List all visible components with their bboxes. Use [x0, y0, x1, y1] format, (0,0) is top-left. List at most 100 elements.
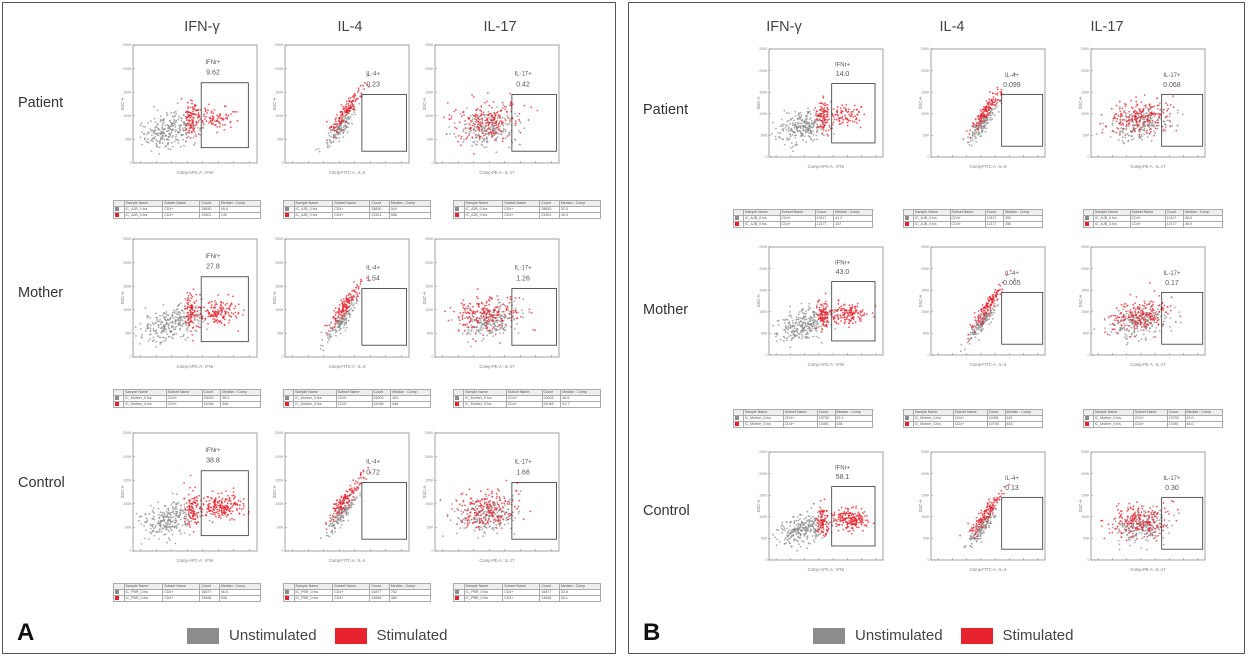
- event-point: [337, 507, 340, 509]
- event-point: [348, 109, 350, 112]
- event-point: [315, 148, 317, 151]
- event-point: [234, 305, 237, 308]
- event-point: [196, 318, 199, 321]
- event-point: [858, 119, 861, 122]
- event-point: [968, 143, 971, 146]
- event-point: [173, 526, 176, 529]
- event-point: [186, 291, 189, 294]
- event-point: [346, 506, 348, 509]
- event-point: [161, 135, 164, 137]
- event-point: [328, 324, 331, 327]
- event-point: [204, 317, 207, 320]
- event-point: [827, 108, 830, 111]
- event-point: [823, 121, 825, 124]
- event-point: [184, 522, 186, 524]
- event-point: [482, 517, 485, 519]
- event-point: [344, 114, 347, 117]
- event-point: [175, 508, 178, 510]
- event-point: [186, 519, 189, 521]
- event-point: [1137, 114, 1140, 117]
- event-point: [174, 130, 177, 133]
- event-point: [161, 142, 164, 145]
- event-point: [480, 514, 483, 516]
- x-axis-label: Comp-FITC-A : IL-4: [329, 558, 366, 563]
- event-point: [826, 111, 829, 114]
- event-point: [154, 524, 157, 527]
- event-point: [497, 126, 500, 128]
- event-point: [355, 489, 358, 492]
- event-point: [157, 513, 160, 516]
- event-point: [472, 96, 475, 98]
- event-point: [180, 309, 183, 312]
- event-point: [501, 319, 503, 322]
- event-point: [826, 119, 829, 121]
- event-point: [214, 123, 217, 126]
- event-point: [477, 537, 479, 539]
- event-point: [182, 512, 185, 515]
- event-point: [480, 143, 483, 146]
- event-point: [173, 120, 176, 123]
- event-point: [331, 518, 334, 520]
- event-point: [147, 340, 150, 342]
- event-point: [796, 130, 799, 132]
- table-cell: IC_Mother_0.fcs: [463, 401, 507, 408]
- column-header-il-4: IL-4: [939, 19, 965, 35]
- event-point: [342, 298, 345, 300]
- event-point: [202, 503, 205, 506]
- event-point: [196, 313, 199, 316]
- event-point: [815, 126, 818, 129]
- event-point: [165, 337, 168, 339]
- event-point: [134, 326, 137, 329]
- event-point: [342, 136, 345, 138]
- x-axis-label: Comp-FITC-A : IL-4: [329, 170, 366, 175]
- event-point: [497, 518, 500, 521]
- event-point: [232, 494, 235, 497]
- event-point: [499, 342, 501, 344]
- event-point: [782, 130, 785, 132]
- table-cell: 31048: [541, 401, 562, 408]
- event-point: [338, 322, 340, 324]
- event-point: [491, 121, 494, 124]
- event-point: [351, 499, 353, 501]
- event-point: [166, 130, 169, 132]
- event-point: [163, 138, 166, 141]
- event-point: [826, 115, 829, 118]
- event-point: [834, 113, 837, 116]
- y-tick-label: 150K: [275, 284, 284, 288]
- event-point: [499, 320, 502, 323]
- event-point: [465, 509, 467, 512]
- event-point: [973, 135, 976, 138]
- event-point: [504, 323, 507, 326]
- stimulated-swatch: [285, 596, 289, 601]
- event-point: [479, 521, 481, 524]
- event-point: [478, 528, 481, 531]
- table-cell: 54.1: [558, 595, 602, 602]
- event-point: [494, 503, 497, 505]
- event-point: [981, 120, 984, 122]
- event-point: [994, 92, 997, 95]
- event-point: [978, 133, 981, 136]
- event-point: [195, 505, 198, 507]
- table-cell: IC_AJB_0.fcs: [123, 212, 164, 219]
- event-point: [505, 130, 507, 133]
- event-point: [349, 107, 352, 110]
- event-point: [233, 498, 235, 500]
- scatter-plot-patient-il-4: 250K 200K 150K 100K 50K 0 SSC-A Comp-FITC-A : I…: [918, 45, 1049, 173]
- y-axis-label: SSC-A: [1078, 96, 1083, 109]
- event-point: [806, 128, 808, 131]
- event-point: [488, 104, 491, 107]
- event-point: [197, 121, 200, 123]
- event-point: [803, 126, 805, 129]
- event-point: [192, 489, 194, 492]
- event-point: [457, 140, 459, 143]
- column-header-ifn-gamma: IFN-γ: [184, 19, 220, 35]
- event-point: [190, 294, 193, 296]
- event-point: [179, 513, 182, 516]
- event-point: [349, 489, 352, 492]
- gate-box: [511, 482, 557, 540]
- event-point: [338, 311, 340, 314]
- event-point: [167, 526, 170, 528]
- event-point: [161, 527, 164, 530]
- event-point: [186, 306, 189, 309]
- event-point: [519, 143, 521, 146]
